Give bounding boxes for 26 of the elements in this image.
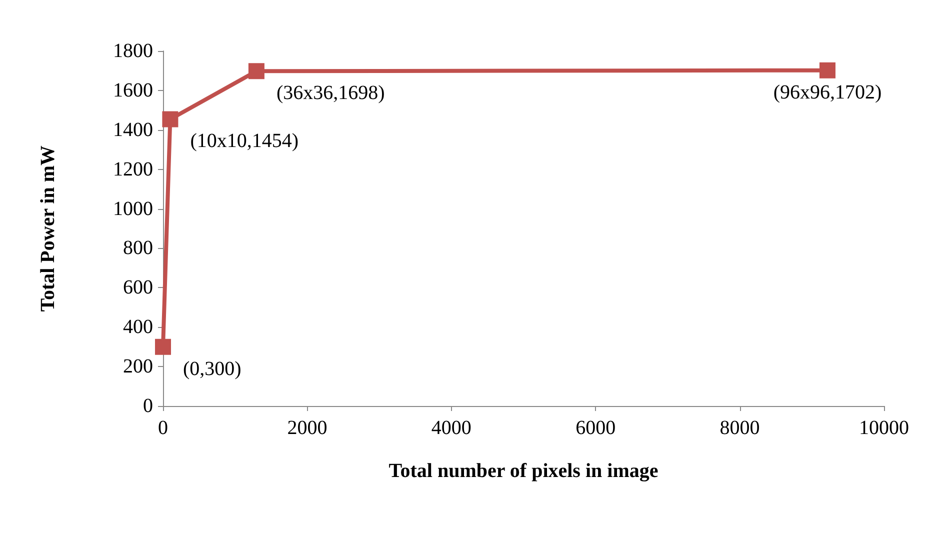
annotation: (36x36,1698) — [276, 82, 385, 104]
x-tick-label: 0 — [158, 417, 168, 439]
y-tick-label: 1000 — [113, 198, 153, 220]
annotation: (96x96,1702) — [773, 81, 882, 104]
x-tick-label: 4000 — [431, 417, 472, 439]
point — [155, 338, 171, 355]
point — [162, 111, 178, 128]
x-tick-label: 6000 — [576, 417, 616, 439]
y-axis-title: Total Power in mW — [37, 145, 59, 312]
point — [248, 63, 264, 80]
y-tick-label: 400 — [123, 316, 153, 338]
x-tick-label: 10000 — [859, 417, 909, 439]
x-tick-label: 2000 — [287, 417, 328, 439]
y-tick-label: 800 — [123, 237, 153, 260]
y-tick-label: 600 — [123, 276, 153, 299]
y-tick-label: 200 — [123, 356, 153, 378]
y-tick-label: 1600 — [113, 79, 153, 102]
x-tick-label: 8000 — [720, 417, 760, 439]
point — [819, 62, 836, 78]
y-tick-label: 1400 — [113, 118, 153, 141]
y-tick-label: 1200 — [113, 158, 153, 180]
y-tick-label: 0 — [143, 395, 153, 417]
x-axis-title: Total number of pixels in image — [388, 460, 658, 482]
annotation: (10x10,1454) — [190, 130, 299, 152]
annotation: (0,300) — [183, 358, 242, 380]
y-tick-label: 1800 — [113, 40, 153, 62]
